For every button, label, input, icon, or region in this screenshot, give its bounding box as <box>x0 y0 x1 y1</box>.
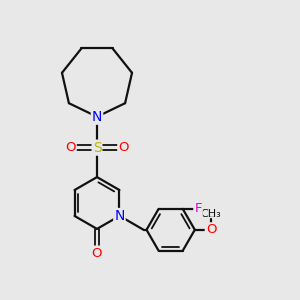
Text: S: S <box>93 141 101 154</box>
Text: N: N <box>92 110 102 124</box>
Text: O: O <box>92 247 102 260</box>
Text: methoxy: methoxy <box>208 216 215 217</box>
Text: N: N <box>114 209 124 223</box>
Text: O: O <box>118 141 129 154</box>
Text: O: O <box>206 223 216 236</box>
Text: O: O <box>65 141 76 154</box>
Text: F: F <box>194 202 202 215</box>
Text: CH₃: CH₃ <box>201 208 221 219</box>
